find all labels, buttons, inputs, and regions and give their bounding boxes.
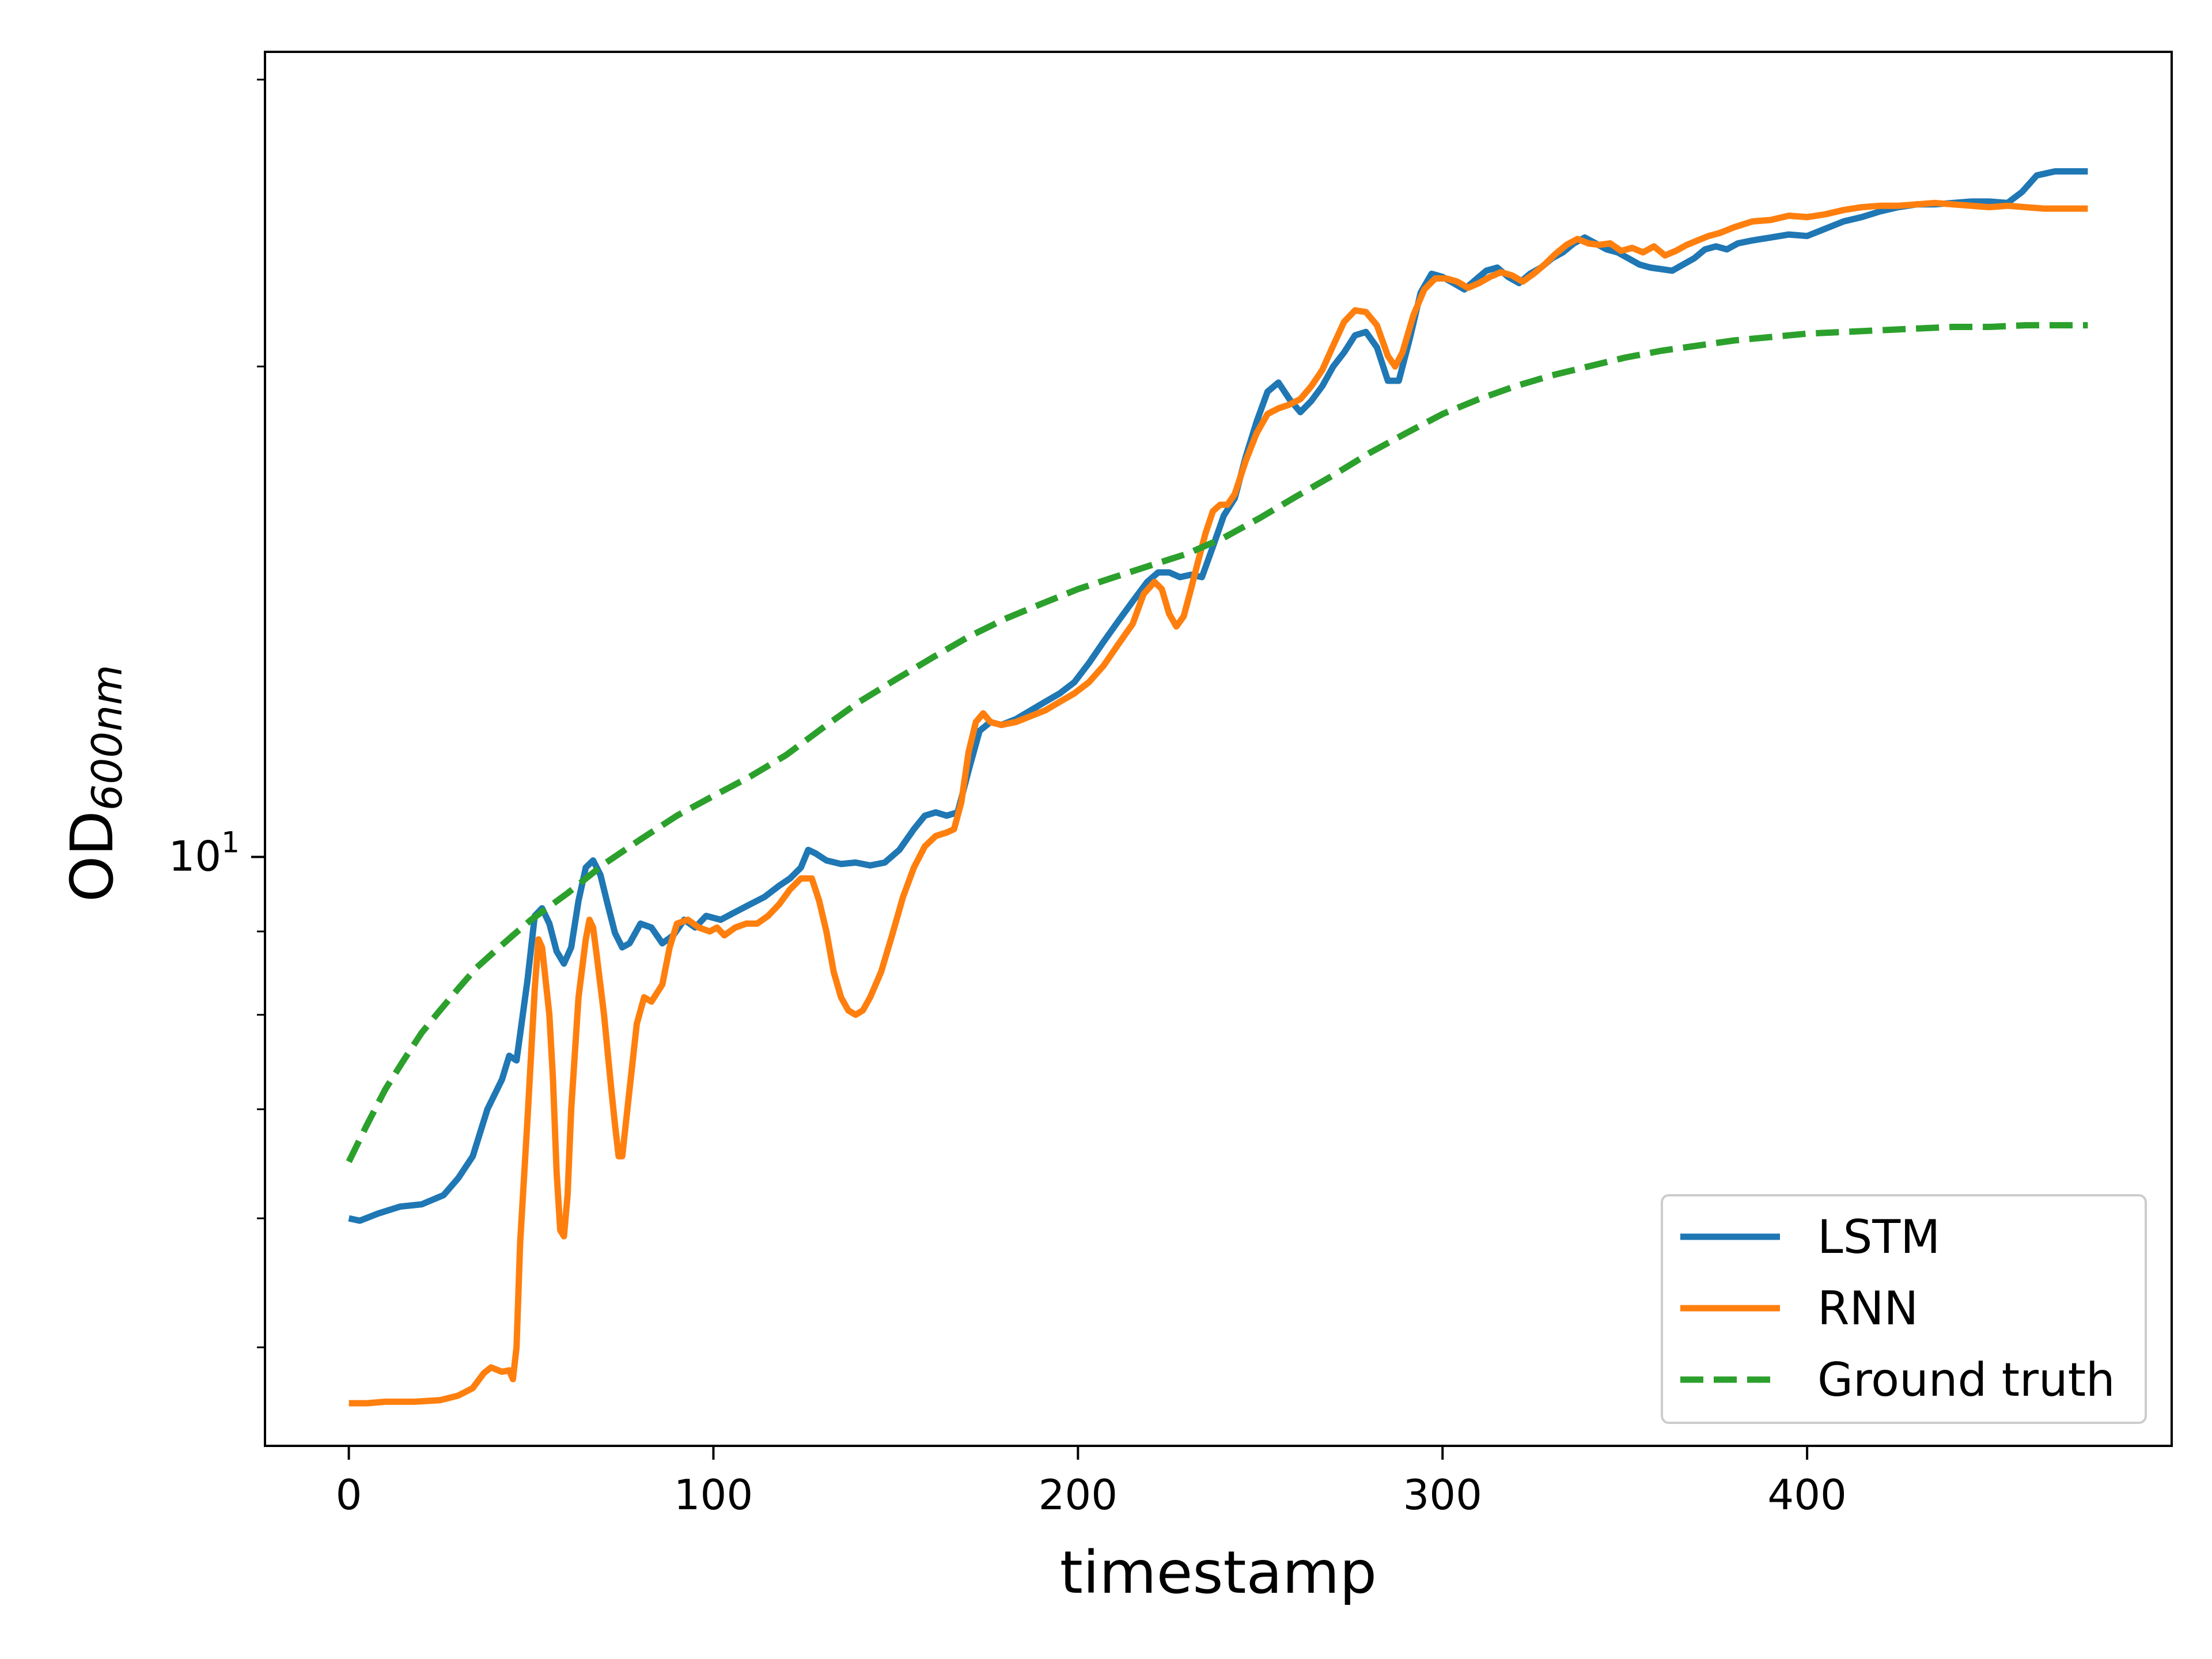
series-line-rnn — [349, 199, 2088, 1407]
legend: LSTM RNN Ground truth — [1661, 1194, 2147, 1424]
x-axis-title: timestamp — [1060, 1539, 1377, 1607]
x-tick-label: 300 — [1403, 1471, 1482, 1519]
y-axis-title: OD600nm — [58, 665, 131, 902]
x-tick-label: 200 — [1039, 1471, 1118, 1519]
x-axis-ticks: 0 100 200 300 400 — [336, 1446, 1847, 1519]
y-axis-ticks: 101 — [169, 78, 265, 1349]
legend-label-lstm: LSTM — [1817, 1210, 1940, 1264]
x-tick-label: 100 — [674, 1471, 753, 1519]
y-axis-title-main: OD — [58, 810, 127, 902]
legend-label-ground-truth: Ground truth — [1817, 1353, 2115, 1407]
legend-box — [1661, 1194, 2147, 1424]
y-tick-label-exponent: 1 — [221, 826, 240, 859]
x-tick-label: 400 — [1767, 1471, 1846, 1519]
y-tick-label: 101 — [169, 826, 240, 881]
y-tick-label-base: 10 — [169, 832, 222, 881]
x-tick-label: 0 — [336, 1471, 362, 1519]
plot-area — [264, 51, 2173, 1447]
legend-label-rnn: RNN — [1817, 1282, 1918, 1335]
series-line-lstm — [348, 168, 2088, 1224]
y-axis-title-subscript: 600nm — [83, 665, 131, 810]
series-line-ground-truth — [346, 322, 2088, 1164]
plot-frame — [264, 51, 2173, 1447]
